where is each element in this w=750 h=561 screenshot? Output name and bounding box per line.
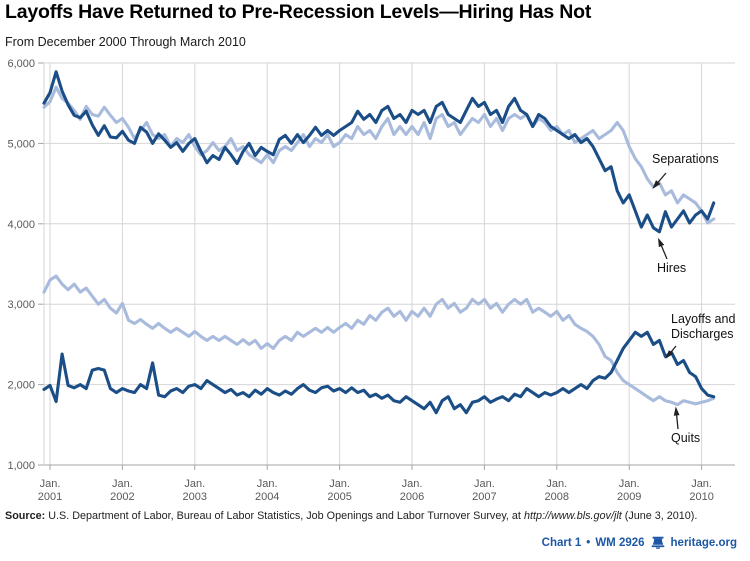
svg-text:Jan.: Jan. <box>40 478 61 490</box>
svg-text:2007: 2007 <box>472 491 496 503</box>
brand-link[interactable]: heritage.org <box>670 536 737 549</box>
svg-text:5,000: 5,000 <box>7 138 35 150</box>
svg-text:Jan.: Jan. <box>402 478 423 490</box>
svg-text:2001: 2001 <box>38 491 62 503</box>
page-title: Layoffs Have Returned to Pre-Recession L… <box>5 1 592 23</box>
annotation-hires-label: Hires <box>657 261 687 275</box>
svg-text:Jan.: Jan. <box>257 478 278 490</box>
svg-text:2008: 2008 <box>545 491 569 503</box>
svg-text:2002: 2002 <box>110 491 134 503</box>
source-suffix: (June 3, 2010). <box>621 510 698 522</box>
heritage-logo-icon <box>651 536 664 549</box>
svg-text:Jan.: Jan. <box>546 478 567 490</box>
bullet-separator: • <box>586 536 591 549</box>
svg-text:2004: 2004 <box>255 491 279 503</box>
svg-text:1,000: 1,000 <box>7 460 35 472</box>
svg-text:2010: 2010 <box>689 491 713 503</box>
source-text: U.S. Department of Labor, Bureau of Labo… <box>45 510 524 522</box>
svg-text:Jan.: Jan. <box>112 478 133 490</box>
source-line: Source: U.S. Department of Labor, Bureau… <box>5 510 697 522</box>
footer: Chart 1 • WM 2926 heritage.org <box>542 536 737 549</box>
svg-text:2009: 2009 <box>617 491 641 503</box>
annotation-layoffs: Layoffs and Discharges <box>671 312 735 342</box>
annotation-separations-label: Separations <box>652 152 719 166</box>
source-label: Source: <box>5 510 46 522</box>
annotation-layoffs-line1: Layoffs and <box>671 312 736 326</box>
svg-text:4,000: 4,000 <box>7 219 35 231</box>
svg-text:2003: 2003 <box>183 491 207 503</box>
annotation-quits-label: Quits <box>671 431 701 445</box>
chart-ref: Chart 1 <box>541 536 582 549</box>
svg-text:Jan.: Jan. <box>474 478 495 490</box>
annotation-separations: Separations <box>652 152 719 167</box>
annotation-layoffs-line2: Discharges <box>671 327 734 341</box>
svg-text:Jan.: Jan. <box>184 478 205 490</box>
series-separations <box>42 85 716 225</box>
svg-text:Jan.: Jan. <box>691 478 712 490</box>
svg-text:2,000: 2,000 <box>7 380 35 392</box>
annotation-hires: Hires <box>657 261 686 276</box>
series-quits <box>42 274 716 407</box>
page-subtitle: From December 2000 Through March 2010 <box>5 35 246 49</box>
svg-text:Jan.: Jan. <box>329 478 350 490</box>
svg-text:2006: 2006 <box>400 491 424 503</box>
series-hires <box>42 70 716 234</box>
source-url: http://www.bls.gov/jlt <box>523 510 622 522</box>
annotation-quits: Quits <box>671 431 700 446</box>
svg-text:3,000: 3,000 <box>7 299 35 311</box>
series-layoffs <box>42 330 716 415</box>
doc-ref: WM 2926 <box>595 536 645 549</box>
svg-text:Jan.: Jan. <box>619 478 640 490</box>
svg-text:2005: 2005 <box>327 491 351 503</box>
svg-text:6,000: 6,000 <box>7 58 35 70</box>
